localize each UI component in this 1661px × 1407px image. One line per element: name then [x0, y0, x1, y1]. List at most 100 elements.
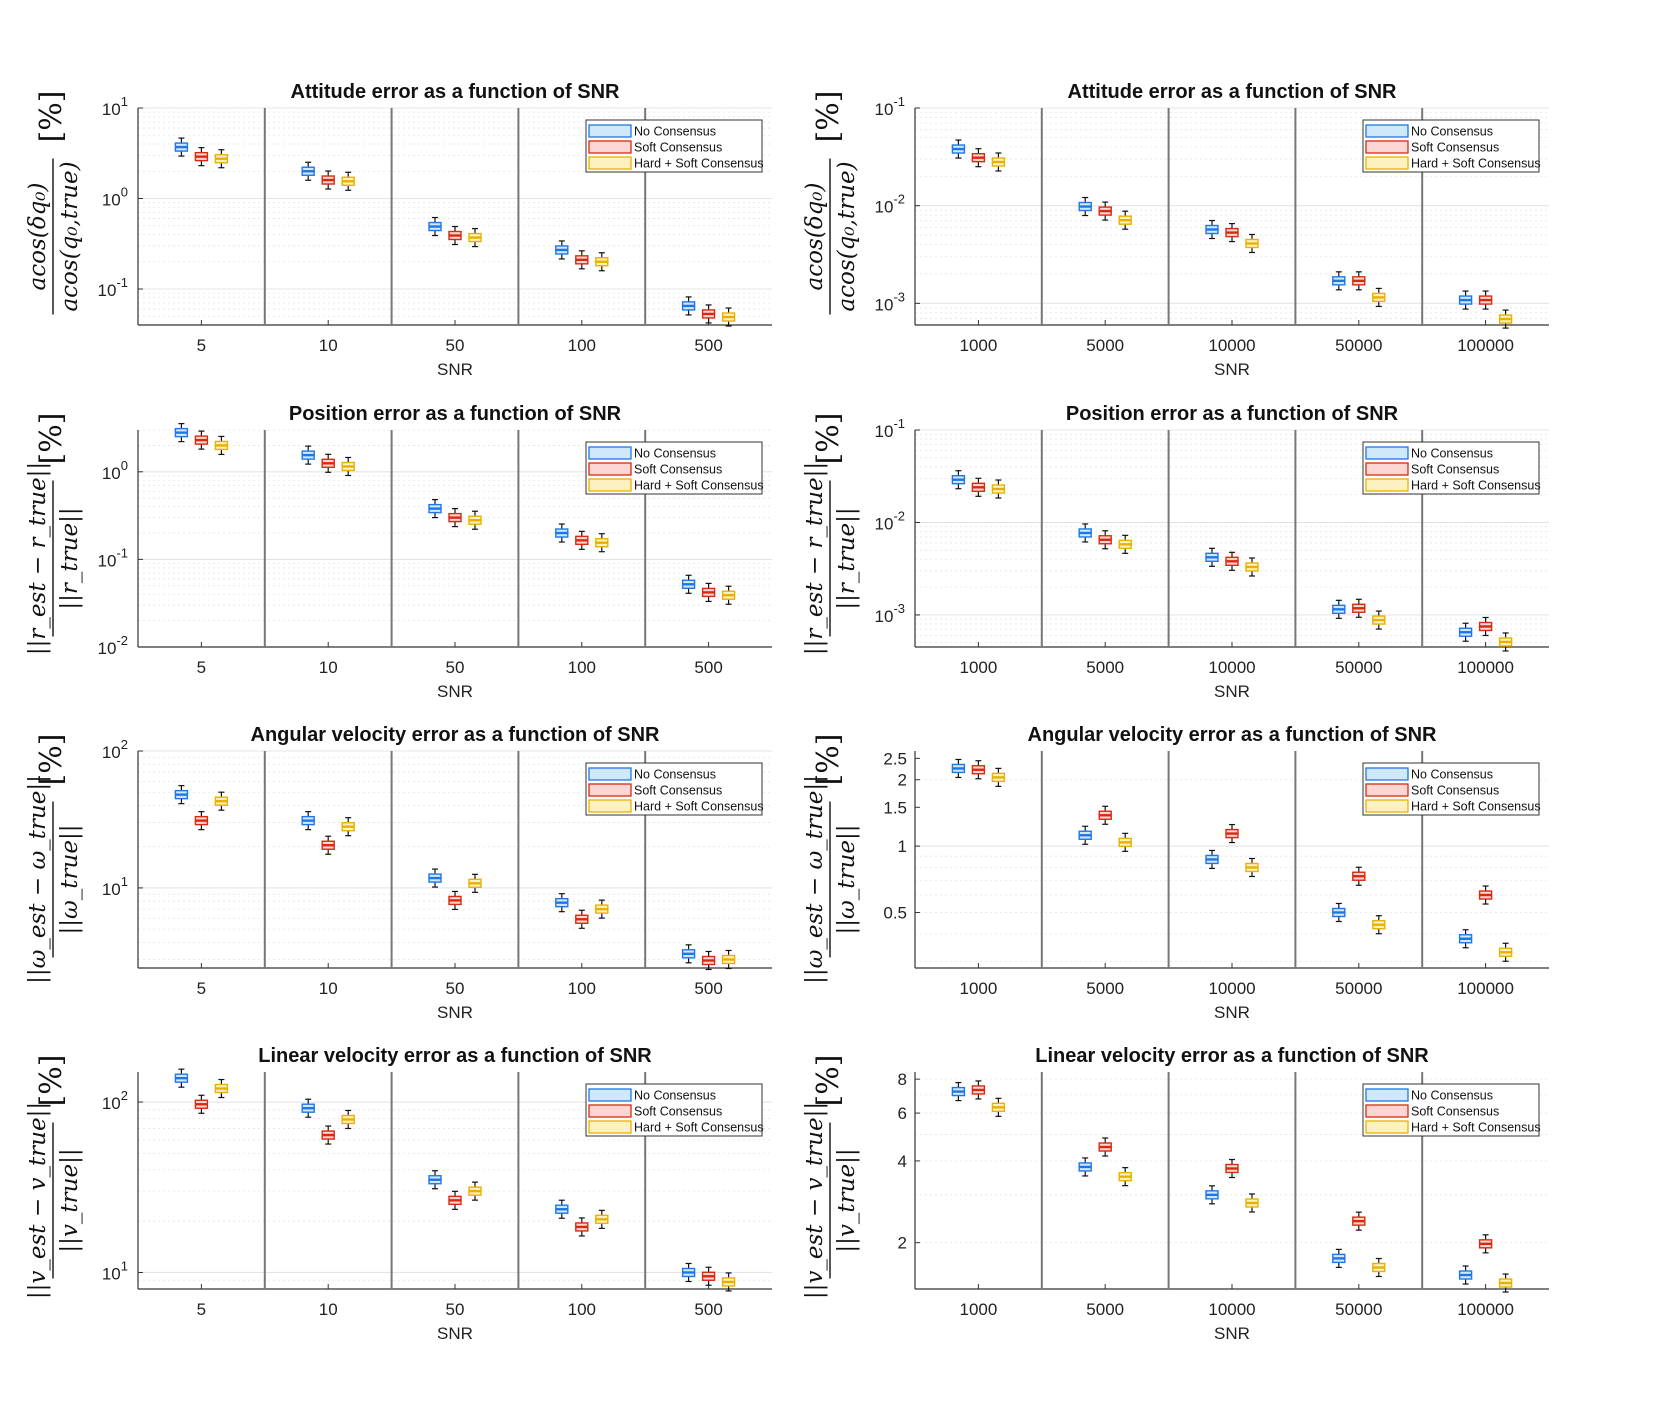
- box-no_consensus: [1078, 825, 1092, 845]
- chart-title: Position error as a function of SNR: [289, 403, 622, 425]
- chart-title: Linear velocity error as a function of S…: [1035, 1045, 1429, 1067]
- x-tick-label: 10: [319, 979, 338, 998]
- x-tick-label: 10: [319, 658, 338, 677]
- box-hard_soft_consensus: [468, 510, 482, 530]
- box-hard_soft_consensus: [341, 171, 355, 191]
- chart-title: Angular velocity error as a function of …: [1028, 724, 1438, 746]
- box-soft_consensus: [575, 909, 589, 929]
- box-hard_soft_consensus: [468, 227, 482, 248]
- box-hard_soft_consensus: [1498, 942, 1513, 962]
- x-tick-label: 100000: [1457, 979, 1514, 998]
- y-label-unit: [%]: [811, 413, 846, 465]
- legend: No Consensus Soft Consensus Hard + Soft Co…: [1362, 441, 1541, 495]
- box-hard_soft_consensus: [341, 456, 355, 477]
- legend: No Consensus Soft Consensus Hard + Soft Co…: [585, 1083, 764, 1137]
- legend-label-hard_soft_consensus: Hard + Soft Consensus: [1411, 479, 1541, 493]
- x-tick-label: 1000: [959, 658, 997, 677]
- box-no_consensus: [1205, 1185, 1219, 1205]
- y-tick-label: 4: [898, 1152, 907, 1171]
- box-soft_consensus: [194, 430, 209, 450]
- box-soft_consensus: [321, 835, 335, 855]
- box-no_consensus: [681, 1262, 696, 1283]
- box-hard_soft_consensus: [1498, 632, 1513, 652]
- box-no_consensus: [174, 1068, 189, 1088]
- y-axis-label: ||v_est − v_true|| ||v_true|| [%]: [802, 1055, 860, 1300]
- x-tick-label: 50000: [1335, 658, 1382, 677]
- chart-title: Attitude error as a function of SNR: [291, 81, 620, 103]
- box-no_consensus: [951, 758, 966, 779]
- y-axis-label: ||v_est − v_true|| ||v_true|| [%]: [25, 1055, 83, 1300]
- y-label-denominator: ||r_true||: [834, 507, 860, 609]
- y-tick-label: 10-2: [875, 508, 905, 533]
- x-tick-label: 500: [694, 979, 722, 998]
- y-tick-label: 10-1: [875, 94, 905, 119]
- x-tick-label: 50: [446, 979, 465, 998]
- y-label-denominator: ||v_true||: [57, 1148, 83, 1252]
- y-tick-label: 10-2: [875, 192, 905, 217]
- box-hard_soft_consensus: [1118, 832, 1132, 852]
- x-tick-label: 10000: [1208, 658, 1255, 677]
- y-label-numerator: ||v_est − v_true||: [802, 1102, 828, 1299]
- legend-label-no_consensus: No Consensus: [1411, 447, 1493, 461]
- box-soft_consensus: [1478, 1234, 1493, 1254]
- legend: No Consensus Soft Consensus Hard + Soft Co…: [1362, 119, 1541, 173]
- y-label-denominator: ||ω_true||: [57, 825, 83, 935]
- legend-swatch-soft_consensus: [588, 462, 632, 476]
- legend-label-no_consensus: No Consensus: [634, 125, 716, 139]
- y-tick-label: 1: [898, 837, 907, 856]
- box-soft_consensus: [575, 250, 589, 270]
- chart-title: Angular velocity error as a function of …: [251, 724, 661, 746]
- legend: No Consensus Soft Consensus Hard + Soft Co…: [1362, 1083, 1541, 1137]
- box-soft_consensus: [1225, 823, 1239, 844]
- box-hard_soft_consensus: [468, 1181, 482, 1201]
- box-soft_consensus: [321, 453, 335, 473]
- box-soft_consensus: [971, 1080, 986, 1100]
- box-hard_soft_consensus: [1245, 557, 1259, 577]
- legend-label-hard_soft_consensus: Hard + Soft Consensus: [634, 479, 764, 493]
- box-soft_consensus: [1478, 616, 1493, 637]
- box-hard_soft_consensus: [595, 533, 609, 553]
- legend-swatch-soft_consensus: [1365, 462, 1409, 476]
- x-tick-label: 50000: [1335, 1300, 1382, 1319]
- y-label-denominator: acos(q₀,true): [57, 161, 83, 311]
- legend: No Consensus Soft Consensus Hard + Soft Co…: [585, 119, 764, 173]
- box-hard_soft_consensus: [991, 152, 1006, 172]
- box-soft_consensus: [1225, 551, 1239, 571]
- x-tick-label: 5000: [1086, 1300, 1124, 1319]
- y-label-numerator: ||r_est − r_true||: [25, 462, 51, 655]
- box-soft_consensus: [1225, 1158, 1239, 1179]
- legend-swatch-soft_consensus: [588, 783, 632, 797]
- y-tick-label: 2.5: [883, 749, 907, 768]
- x-tick-label: 5000: [1086, 336, 1124, 355]
- legend-swatch-hard_soft_consensus: [1365, 156, 1409, 170]
- y-axis-label: ||r_est − r_true|| ||r_true|| [%]: [802, 413, 860, 656]
- box-hard_soft_consensus: [595, 252, 609, 272]
- legend-label-hard_soft_consensus: Hard + Soft Consensus: [1411, 800, 1541, 814]
- legend-swatch-hard_soft_consensus: [588, 799, 632, 813]
- legend-label-no_consensus: No Consensus: [634, 768, 716, 782]
- chart-title: Attitude error as a function of SNR: [1068, 81, 1397, 103]
- box-soft_consensus: [971, 760, 986, 780]
- box-soft_consensus: [701, 1266, 716, 1286]
- legend-label-soft_consensus: Soft Consensus: [1411, 463, 1499, 477]
- y-label-unit: [%]: [34, 734, 69, 786]
- box-no_consensus: [428, 216, 442, 237]
- legend-label-soft_consensus: Soft Consensus: [1411, 1105, 1499, 1119]
- x-tick-label: 1000: [959, 1300, 997, 1319]
- box-soft_consensus: [1352, 598, 1366, 618]
- box-hard_soft_consensus: [1372, 610, 1386, 630]
- legend-label-hard_soft_consensus: Hard + Soft Consensus: [1411, 157, 1541, 171]
- box-hard_soft_consensus: [721, 307, 736, 327]
- y-tick-label: 10-2: [98, 633, 128, 658]
- y-tick-label: 10-1: [98, 545, 128, 570]
- legend-swatch-no_consensus: [588, 767, 632, 781]
- y-tick-label: 6: [898, 1104, 907, 1123]
- legend-swatch-no_consensus: [588, 1088, 632, 1102]
- box-hard_soft_consensus: [1245, 857, 1259, 878]
- x-tick-label: 50: [446, 336, 465, 355]
- box-soft_consensus: [321, 1125, 335, 1145]
- chart-panel-6: 2.5 2 1.5 1 0.5 1000 5000 10000 50000 100000 SNR An…: [802, 724, 1549, 1022]
- y-tick-label: 2: [898, 1234, 907, 1253]
- x-tick-label: 100: [568, 979, 596, 998]
- x-tick-label: 100: [568, 658, 596, 677]
